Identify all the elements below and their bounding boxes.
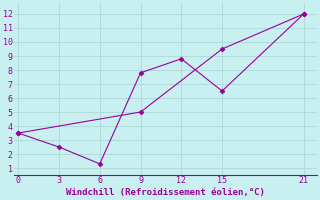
X-axis label: Windchill (Refroidissement éolien,°C): Windchill (Refroidissement éolien,°C) — [66, 188, 265, 197]
